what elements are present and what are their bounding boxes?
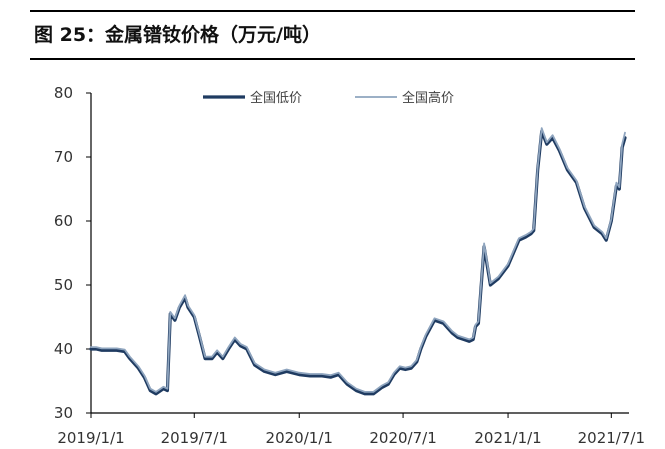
x-tick-label: 2019/7/1 xyxy=(161,429,228,447)
legend-label: 全国高价 xyxy=(402,90,454,106)
y-axis-ticks: 30 40 50 60 70 80 xyxy=(54,84,91,422)
y-tick-label: 60 xyxy=(54,212,73,230)
series-line xyxy=(90,127,626,393)
figure-header: 图 25：金属镨钕价格（万元/吨） xyxy=(30,10,635,60)
x-tick-label: 2020/7/1 xyxy=(369,429,436,447)
series-lines xyxy=(89,127,627,396)
x-tick-label: 2020/1/1 xyxy=(266,429,333,447)
header-rule-bottom xyxy=(30,58,635,60)
y-tick-label: 40 xyxy=(54,340,73,358)
figure-title: 图 25：金属镨钕价格（万元/吨） xyxy=(34,24,321,46)
chart-axes xyxy=(90,93,629,414)
series-line xyxy=(89,129,627,396)
x-tick-label: 2019/1/1 xyxy=(57,429,124,447)
y-tick-label: 70 xyxy=(54,148,73,166)
y-tick-label: 50 xyxy=(54,276,73,294)
y-tick-label: 80 xyxy=(54,84,73,102)
x-tick-label: 2021/1/1 xyxy=(474,429,541,447)
header-rule-top xyxy=(30,10,635,12)
x-tick-label: 2021/7/1 xyxy=(578,429,645,447)
chart-legend: 全国低价 全国高价 xyxy=(203,90,454,106)
x-axis-ticks: 2019/1/1 2019/7/1 2020/1/1 2020/7/1 2021/1/1… xyxy=(57,413,645,447)
legend-label: 全国低价 xyxy=(250,90,302,106)
y-tick-label: 30 xyxy=(54,404,73,422)
